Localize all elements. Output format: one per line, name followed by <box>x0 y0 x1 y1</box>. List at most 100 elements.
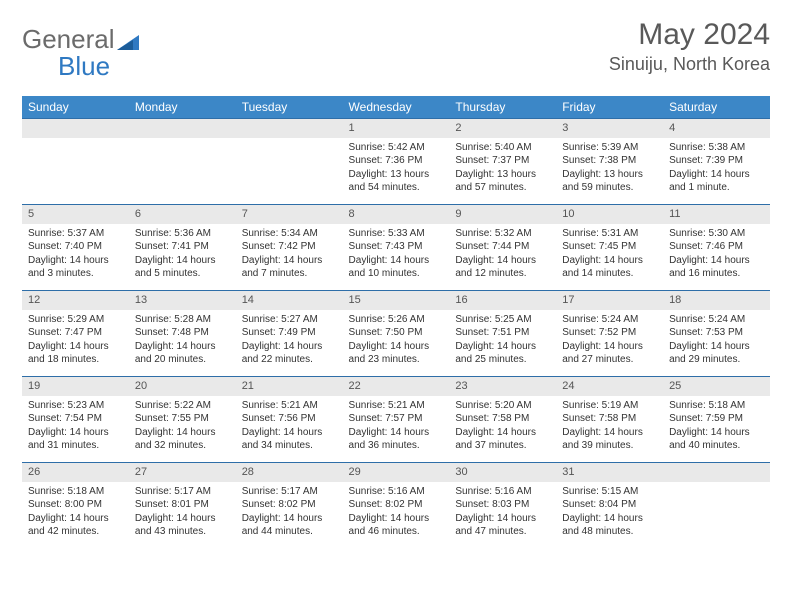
day-header: Wednesday <box>343 96 450 119</box>
day-header: Monday <box>129 96 236 119</box>
day-body: Sunrise: 5:20 AMSunset: 7:58 PMDaylight:… <box>449 396 556 457</box>
day-header: Saturday <box>663 96 770 119</box>
day-body: Sunrise: 5:24 AMSunset: 7:52 PMDaylight:… <box>556 310 663 371</box>
daylight-text: Daylight: 14 hours and 42 minutes. <box>28 512 123 539</box>
daylight-text: Daylight: 14 hours and 40 minutes. <box>669 426 764 453</box>
day-body: Sunrise: 5:32 AMSunset: 7:44 PMDaylight:… <box>449 224 556 285</box>
daylight-text: Daylight: 14 hours and 39 minutes. <box>562 426 657 453</box>
calendar-header-row: SundayMondayTuesdayWednesdayThursdayFrid… <box>22 96 770 119</box>
daylight-text: Daylight: 14 hours and 27 minutes. <box>562 340 657 367</box>
daylight-text: Daylight: 14 hours and 20 minutes. <box>135 340 230 367</box>
sunset-text: Sunset: 7:46 PM <box>669 240 764 254</box>
sunset-text: Sunset: 7:44 PM <box>455 240 550 254</box>
calendar-cell: 12Sunrise: 5:29 AMSunset: 7:47 PMDayligh… <box>22 291 129 377</box>
sunset-text: Sunset: 7:53 PM <box>669 326 764 340</box>
sunrise-text: Sunrise: 5:17 AM <box>242 485 337 499</box>
day-body: Sunrise: 5:34 AMSunset: 7:42 PMDaylight:… <box>236 224 343 285</box>
daylight-text: Daylight: 13 hours and 54 minutes. <box>349 168 444 195</box>
sunset-text: Sunset: 8:03 PM <box>455 498 550 512</box>
day-body: Sunrise: 5:19 AMSunset: 7:58 PMDaylight:… <box>556 396 663 457</box>
calendar-cell: 18Sunrise: 5:24 AMSunset: 7:53 PMDayligh… <box>663 291 770 377</box>
day-number: 18 <box>663 291 770 310</box>
day-number: 4 <box>663 119 770 138</box>
day-number: 27 <box>129 463 236 482</box>
sunrise-text: Sunrise: 5:21 AM <box>242 399 337 413</box>
brand-triangle-icon <box>117 32 139 50</box>
sunset-text: Sunset: 8:01 PM <box>135 498 230 512</box>
day-number: 20 <box>129 377 236 396</box>
day-number: 10 <box>556 205 663 224</box>
daylight-text: Daylight: 14 hours and 44 minutes. <box>242 512 337 539</box>
calendar-cell: 22Sunrise: 5:21 AMSunset: 7:57 PMDayligh… <box>343 377 450 463</box>
sunset-text: Sunset: 7:55 PM <box>135 412 230 426</box>
day-body: Sunrise: 5:17 AMSunset: 8:01 PMDaylight:… <box>129 482 236 543</box>
day-body: Sunrise: 5:24 AMSunset: 7:53 PMDaylight:… <box>663 310 770 371</box>
title-block: May 2024 Sinuiju, North Korea <box>609 18 770 75</box>
day-number: 1 <box>343 119 450 138</box>
day-number: 5 <box>22 205 129 224</box>
sunrise-text: Sunrise: 5:34 AM <box>242 227 337 241</box>
sunrise-text: Sunrise: 5:40 AM <box>455 141 550 155</box>
calendar-cell: 20Sunrise: 5:22 AMSunset: 7:55 PMDayligh… <box>129 377 236 463</box>
day-body: Sunrise: 5:42 AMSunset: 7:36 PMDaylight:… <box>343 138 450 199</box>
sunrise-text: Sunrise: 5:36 AM <box>135 227 230 241</box>
calendar-cell: 11Sunrise: 5:30 AMSunset: 7:46 PMDayligh… <box>663 205 770 291</box>
day-number: 29 <box>343 463 450 482</box>
calendar-cell: 31Sunrise: 5:15 AMSunset: 8:04 PMDayligh… <box>556 463 663 549</box>
calendar-cell: 30Sunrise: 5:16 AMSunset: 8:03 PMDayligh… <box>449 463 556 549</box>
day-body: Sunrise: 5:18 AMSunset: 7:59 PMDaylight:… <box>663 396 770 457</box>
sunrise-text: Sunrise: 5:23 AM <box>28 399 123 413</box>
calendar-cell: 19Sunrise: 5:23 AMSunset: 7:54 PMDayligh… <box>22 377 129 463</box>
calendar-cell: 10Sunrise: 5:31 AMSunset: 7:45 PMDayligh… <box>556 205 663 291</box>
daylight-text: Daylight: 14 hours and 12 minutes. <box>455 254 550 281</box>
day-body: Sunrise: 5:37 AMSunset: 7:40 PMDaylight:… <box>22 224 129 285</box>
day-number: 12 <box>22 291 129 310</box>
day-body: Sunrise: 5:39 AMSunset: 7:38 PMDaylight:… <box>556 138 663 199</box>
day-number-empty <box>663 463 770 482</box>
calendar-cell: 7Sunrise: 5:34 AMSunset: 7:42 PMDaylight… <box>236 205 343 291</box>
calendar-row: 26Sunrise: 5:18 AMSunset: 8:00 PMDayligh… <box>22 463 770 549</box>
daylight-text: Daylight: 14 hours and 34 minutes. <box>242 426 337 453</box>
daylight-text: Daylight: 14 hours and 3 minutes. <box>28 254 123 281</box>
day-body: Sunrise: 5:26 AMSunset: 7:50 PMDaylight:… <box>343 310 450 371</box>
sunrise-text: Sunrise: 5:26 AM <box>349 313 444 327</box>
calendar-cell: 14Sunrise: 5:27 AMSunset: 7:49 PMDayligh… <box>236 291 343 377</box>
day-number: 25 <box>663 377 770 396</box>
day-body: Sunrise: 5:17 AMSunset: 8:02 PMDaylight:… <box>236 482 343 543</box>
calendar-cell: 23Sunrise: 5:20 AMSunset: 7:58 PMDayligh… <box>449 377 556 463</box>
daylight-text: Daylight: 14 hours and 1 minute. <box>669 168 764 195</box>
sunset-text: Sunset: 8:00 PM <box>28 498 123 512</box>
sunset-text: Sunset: 7:58 PM <box>562 412 657 426</box>
daylight-text: Daylight: 14 hours and 23 minutes. <box>349 340 444 367</box>
day-body: Sunrise: 5:16 AMSunset: 8:02 PMDaylight:… <box>343 482 450 543</box>
page-title: May 2024 <box>609 18 770 52</box>
daylight-text: Daylight: 14 hours and 43 minutes. <box>135 512 230 539</box>
location-text: Sinuiju, North Korea <box>609 54 770 75</box>
sunrise-text: Sunrise: 5:32 AM <box>455 227 550 241</box>
calendar-row: 19Sunrise: 5:23 AMSunset: 7:54 PMDayligh… <box>22 377 770 463</box>
day-number-empty <box>236 119 343 138</box>
sunset-text: Sunset: 7:57 PM <box>349 412 444 426</box>
sunset-text: Sunset: 7:48 PM <box>135 326 230 340</box>
calendar-cell: 9Sunrise: 5:32 AMSunset: 7:44 PMDaylight… <box>449 205 556 291</box>
sunrise-text: Sunrise: 5:24 AM <box>562 313 657 327</box>
calendar-body: 1Sunrise: 5:42 AMSunset: 7:36 PMDaylight… <box>22 119 770 549</box>
day-number: 11 <box>663 205 770 224</box>
day-body: Sunrise: 5:31 AMSunset: 7:45 PMDaylight:… <box>556 224 663 285</box>
sunrise-text: Sunrise: 5:24 AM <box>669 313 764 327</box>
calendar-cell <box>129 119 236 205</box>
day-number: 19 <box>22 377 129 396</box>
day-number: 17 <box>556 291 663 310</box>
sunrise-text: Sunrise: 5:39 AM <box>562 141 657 155</box>
sunset-text: Sunset: 7:45 PM <box>562 240 657 254</box>
daylight-text: Daylight: 14 hours and 16 minutes. <box>669 254 764 281</box>
sunset-text: Sunset: 7:56 PM <box>242 412 337 426</box>
calendar-cell: 6Sunrise: 5:36 AMSunset: 7:41 PMDaylight… <box>129 205 236 291</box>
day-number: 24 <box>556 377 663 396</box>
sunrise-text: Sunrise: 5:33 AM <box>349 227 444 241</box>
daylight-text: Daylight: 13 hours and 57 minutes. <box>455 168 550 195</box>
sunset-text: Sunset: 7:50 PM <box>349 326 444 340</box>
sunrise-text: Sunrise: 5:29 AM <box>28 313 123 327</box>
sunset-text: Sunset: 8:02 PM <box>242 498 337 512</box>
sunrise-text: Sunrise: 5:31 AM <box>562 227 657 241</box>
